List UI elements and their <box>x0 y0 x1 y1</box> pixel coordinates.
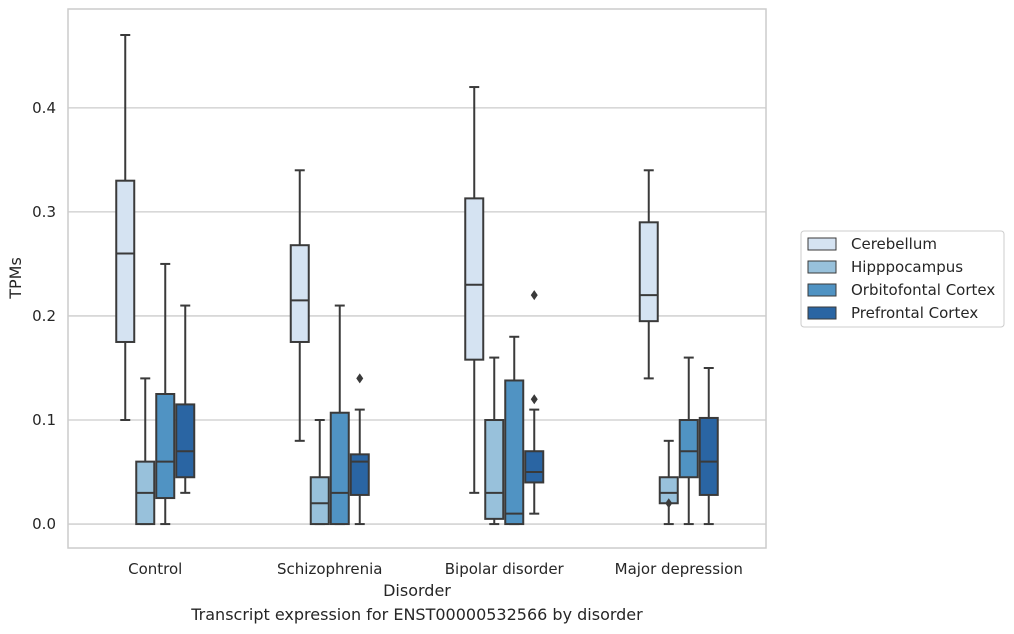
box-cerebellum <box>638 169 659 380</box>
y-axis-ticks: 0.0 0.1 0.2 0.3 0.4 <box>32 99 56 533</box>
legend-swatch <box>807 306 837 320</box>
y-tick-label: 0.4 <box>32 99 56 117</box>
legend-entry: Orbitofontal Cortex <box>851 281 995 299</box>
box-orbitofontal-cortex <box>329 304 350 526</box>
x-tick-label: Major depression <box>615 560 743 578</box>
box-body <box>175 403 196 479</box>
box-body <box>309 476 330 526</box>
box-body <box>349 453 370 496</box>
legend-entry: Prefrontal Cortex <box>851 304 978 322</box>
legend-entry: Cerebellum <box>851 235 937 253</box>
chart-caption: Transcript expression for ENST0000053256… <box>191 605 643 624</box>
outlier-point <box>530 290 538 301</box>
box-body <box>464 197 485 361</box>
box-body <box>524 450 545 484</box>
outlier-point <box>356 373 364 384</box>
box-hipppocampus <box>135 377 156 526</box>
x-tick-label: Bipolar disorder <box>445 560 565 578</box>
y-tick-label: 0.0 <box>32 515 56 533</box>
box-prefrontal-cortex <box>349 373 370 526</box>
box-prefrontal-cortex <box>175 304 196 494</box>
box-cerebellum <box>289 169 310 442</box>
box-body <box>289 244 310 343</box>
box-hipppocampus <box>484 356 505 526</box>
legend-entry: Hipppocampus <box>851 258 963 276</box>
legend: Cerebellum Hipppocampus Orbitofontal Corte… <box>800 230 1005 328</box>
y-tick-label: 0.3 <box>32 203 56 221</box>
box-body <box>115 179 136 343</box>
y-axis-label: TPMs <box>6 257 25 300</box>
box-hipppocampus <box>309 419 330 526</box>
y-tick-label: 0.1 <box>32 411 56 429</box>
legend-swatch <box>807 260 837 274</box>
box-body <box>638 221 659 323</box>
box-body <box>329 411 350 526</box>
box-body <box>698 416 719 496</box>
box-body <box>484 419 505 520</box>
box-body <box>678 419 699 479</box>
box-prefrontal-cortex <box>698 366 719 526</box>
box-hipppocampus <box>658 439 679 526</box>
boxes <box>115 34 719 526</box>
plot-frame <box>67 8 767 549</box>
box-body <box>504 379 525 526</box>
x-tick-label: Control <box>128 560 182 578</box>
box-cerebellum <box>115 34 136 422</box>
x-axis-ticks: Control Schizophrenia Bipolar disorder Majo… <box>128 560 743 578</box>
outlier-point <box>530 394 538 405</box>
box-cerebellum <box>464 86 485 494</box>
legend-swatch <box>807 283 837 297</box>
box-orbitofontal-cortex <box>155 262 176 526</box>
box-orbitofontal-cortex <box>678 356 699 526</box>
y-tick-label: 0.2 <box>32 307 56 325</box>
box-prefrontal-cortex <box>524 290 545 515</box>
box-orbitofontal-cortex <box>504 335 525 526</box>
outlier-point <box>665 498 673 509</box>
box-body <box>155 393 176 500</box>
x-axis-label: Disorder <box>383 581 451 600</box>
legend-swatch <box>807 237 837 251</box>
legend-frame <box>800 230 1005 328</box>
x-tick-label: Schizophrenia <box>277 560 382 578</box>
